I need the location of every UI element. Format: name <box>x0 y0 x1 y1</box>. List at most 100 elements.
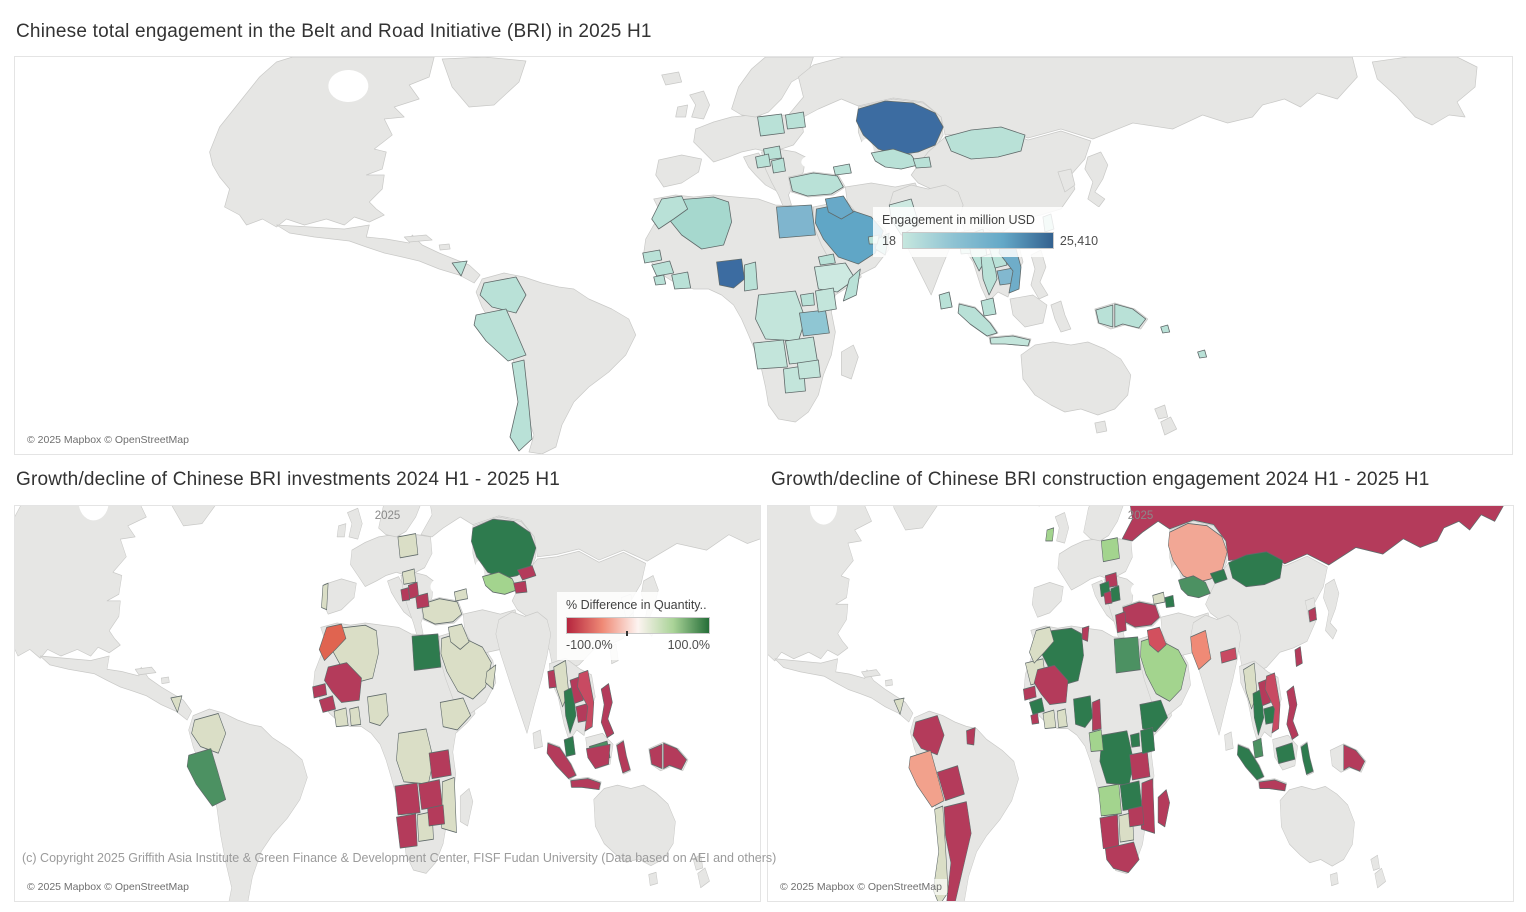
country-drc <box>396 728 434 785</box>
world-choropleth-map[interactable] <box>15 506 760 901</box>
country-sumatra <box>546 742 577 779</box>
country-tajikistan <box>912 156 932 169</box>
construction-map-panel[interactable]: 2025 © 2025 Mapbox © OpenStreetMap <box>767 505 1514 902</box>
country-zimbabwe <box>427 804 445 827</box>
country-azerbaijan <box>1164 595 1175 608</box>
country-nigeria <box>1073 695 1093 728</box>
country-kyrgyzstan <box>1209 568 1228 584</box>
country-egypt <box>411 633 442 671</box>
gradient-center-tick <box>626 631 629 636</box>
legend-title: Engagement in million USD <box>882 213 1035 227</box>
country-sulawesi <box>616 740 631 774</box>
country-senegal <box>1023 685 1037 701</box>
country-malaysia <box>1252 737 1264 759</box>
country-guyana <box>966 727 976 746</box>
country-morocco <box>318 623 347 661</box>
country-vietnam <box>1264 672 1281 734</box>
country-bosnia <box>400 587 411 602</box>
country-georgia <box>453 588 468 602</box>
country-senegal <box>312 683 327 699</box>
country-ethiopia <box>439 697 471 731</box>
year-label: 2025 <box>374 510 401 522</box>
country-philippines <box>1286 685 1299 740</box>
country-tajikistan <box>513 580 528 594</box>
country-papua-west <box>649 743 663 770</box>
country-turkey <box>421 598 462 625</box>
country-turkey <box>789 172 844 197</box>
country-angola <box>1098 783 1122 817</box>
country-zambia <box>1119 780 1143 811</box>
country-russia <box>1121 506 1504 566</box>
country-mozambique <box>441 776 457 834</box>
legend-min-value: 18 <box>882 233 896 248</box>
country-png <box>1343 744 1365 772</box>
country-uganda <box>800 292 815 307</box>
country-eritrea <box>817 253 836 266</box>
legend-min-value: -100.0% <box>566 638 613 652</box>
country-south-africa <box>1105 841 1140 874</box>
country-kyrgyzstan <box>517 565 537 581</box>
engagement-legend: Engagement in million USD 18 25,410 <box>873 207 1108 257</box>
country-namibia <box>1099 814 1120 850</box>
country-drc <box>755 290 806 342</box>
country-nicaragua <box>451 260 468 277</box>
diverging-gradient-bar <box>566 617 710 634</box>
country-solomon <box>1160 324 1171 334</box>
year-label: 2025 <box>1127 510 1154 522</box>
country-papua-west <box>1095 304 1114 328</box>
country-java <box>989 335 1031 347</box>
country-mozambique <box>1140 778 1155 834</box>
country-serbia <box>771 157 786 174</box>
country-peru <box>186 748 227 807</box>
country-sumatra <box>1237 744 1265 781</box>
country-png <box>663 742 687 771</box>
legend-max-value: 100.0% <box>667 638 710 652</box>
country-sri-lanka <box>938 291 953 310</box>
country-cote-divoire <box>1042 709 1057 730</box>
country-mongolia <box>1228 551 1283 588</box>
country-bolivia <box>937 765 965 802</box>
country-sumatra <box>957 303 998 337</box>
world-choropleth-map[interactable] <box>768 506 1513 901</box>
country-senegal <box>642 249 663 264</box>
country-guinea <box>651 260 675 277</box>
country-vietnam <box>577 669 595 732</box>
total-engagement-map-panel[interactable]: Engagement in million USD 18 25,410 © 20… <box>14 56 1513 455</box>
country-mongolia <box>944 126 1026 160</box>
investments-map-title: Growth/decline of Chinese BRI investment… <box>16 469 561 490</box>
country-kazakhstan <box>855 100 944 156</box>
country-south-korea <box>1308 607 1317 623</box>
country-kenya <box>1140 727 1155 755</box>
country-tanzania <box>799 309 830 337</box>
investments-map-panel[interactable]: 2025 % Difference in Quantity.. -100.0% … <box>14 505 761 902</box>
country-bosnia <box>1103 590 1113 605</box>
country-chile <box>509 359 533 452</box>
country-angola <box>753 339 788 370</box>
country-poland <box>1100 537 1120 563</box>
country-morocco <box>651 195 689 230</box>
country-zambia <box>418 779 443 810</box>
country-iraq <box>1147 626 1167 653</box>
country-ireland <box>1045 527 1055 542</box>
map-attribution[interactable]: © 2025 Mapbox © OpenStreetMap <box>775 879 947 895</box>
map-attribution[interactable]: © 2025 Mapbox © OpenStreetMap <box>22 879 194 895</box>
legend-max-value: 25,410 <box>1059 233 1099 248</box>
country-poland <box>397 533 419 559</box>
country-cameroon <box>744 261 758 292</box>
country-bulgaria <box>415 592 430 610</box>
country-java <box>1258 779 1287 792</box>
country-angola <box>394 782 421 816</box>
country-uganda <box>1130 732 1141 748</box>
construction-map-title: Growth/decline of Chinese BRI constructi… <box>771 469 1430 490</box>
country-poland <box>757 113 785 137</box>
difference-legend: % Difference in Quantity.. -100.0% 100.0… <box>557 592 719 660</box>
country-nepal <box>1220 647 1237 664</box>
country-nicaragua <box>893 697 905 715</box>
country-java <box>570 778 601 791</box>
country-somalia <box>842 268 861 302</box>
world-choropleth-map[interactable] <box>15 57 1512 454</box>
map-attribution[interactable]: © 2025 Mapbox © OpenStreetMap <box>22 432 194 448</box>
country-ethiopia <box>1139 699 1168 733</box>
top-map-title: Chinese total engagement in the Belt and… <box>16 21 652 42</box>
country-nigeria <box>367 693 389 727</box>
